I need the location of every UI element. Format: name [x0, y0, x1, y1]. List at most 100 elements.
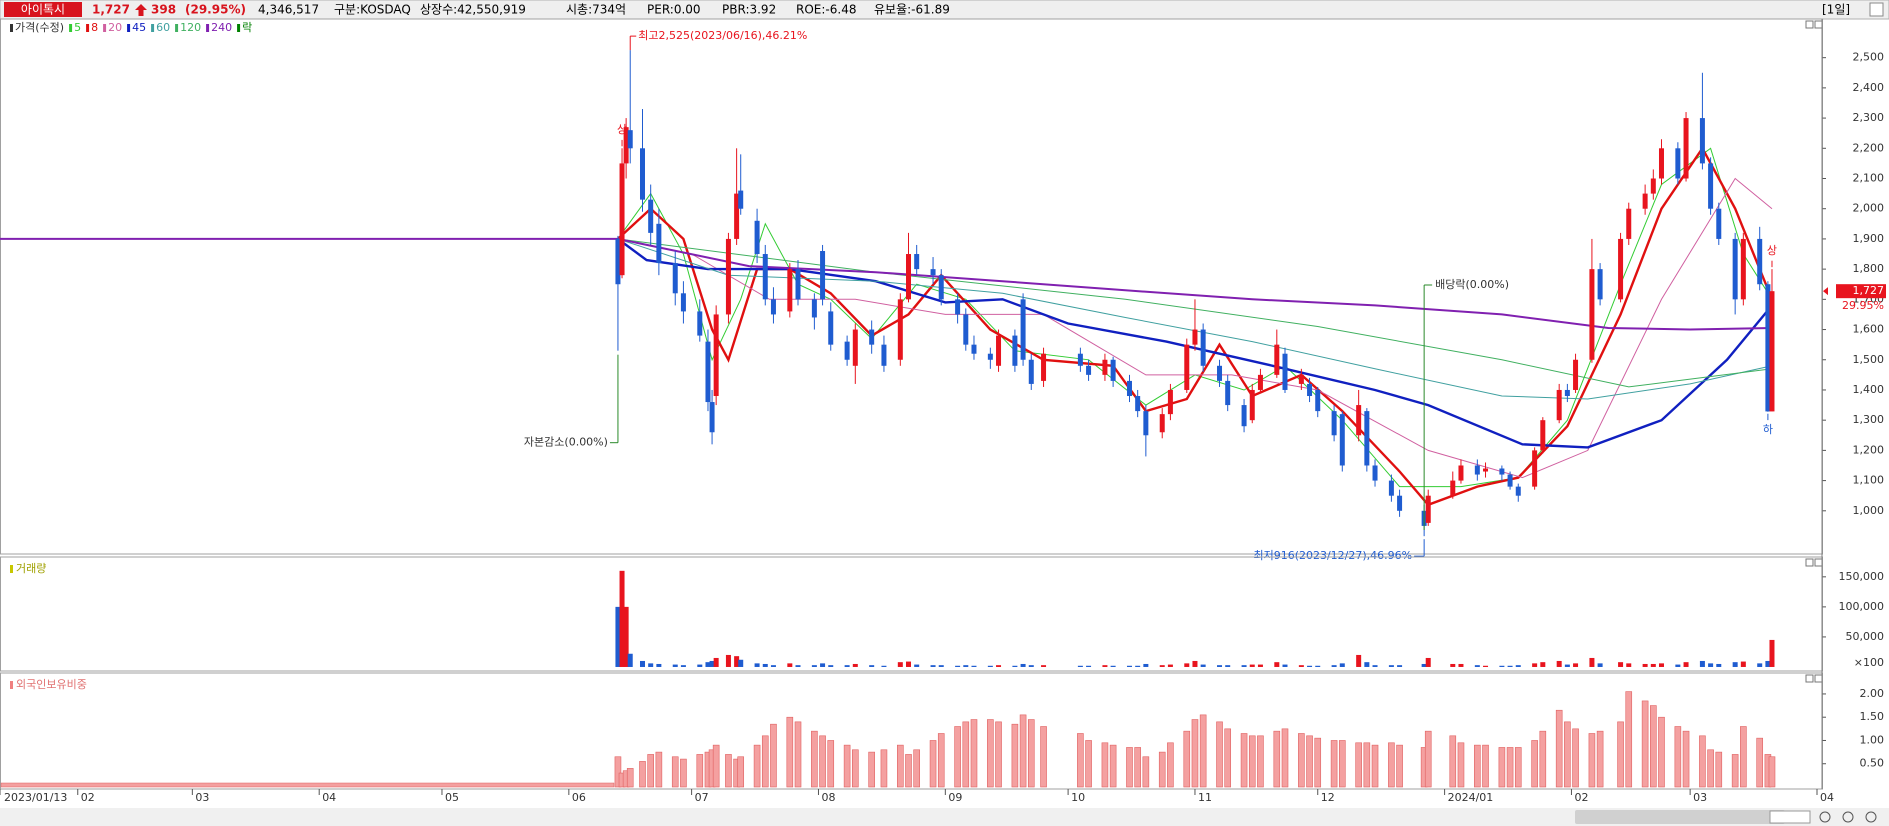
candle-body — [1041, 353, 1047, 381]
ratio-bar — [1142, 756, 1150, 788]
volume-bar — [738, 659, 744, 667]
candle-body — [1564, 389, 1570, 397]
panel-button — [1805, 674, 1814, 683]
ratio-bar — [811, 730, 818, 788]
ratio-bar — [1396, 744, 1403, 788]
candle-body — [1458, 465, 1464, 481]
period[interactable]: [1일] — [1822, 3, 1850, 17]
ratio-bar — [1126, 747, 1133, 788]
last-marker — [1823, 287, 1828, 296]
legend-swatch — [237, 24, 241, 32]
candle-body — [1298, 374, 1304, 384]
ratio-bar — [1768, 756, 1776, 788]
volume-bar — [1564, 664, 1570, 667]
candle-body — [1028, 359, 1034, 384]
ratio-bar — [1625, 691, 1633, 788]
ratio-bar — [913, 749, 920, 788]
window-button[interactable] — [1869, 2, 1884, 17]
ratio-bar — [929, 740, 937, 788]
legend-swatch — [151, 24, 155, 32]
ratio-bar — [1134, 747, 1141, 788]
ratio-bar — [794, 721, 802, 788]
candle-body — [1658, 148, 1664, 179]
market-cap: 시총:734억 — [566, 3, 626, 17]
volume-bar — [881, 665, 887, 667]
change-pct: (29.95%) — [185, 3, 246, 17]
candle-body — [1450, 480, 1456, 496]
x-tick-label: 10 — [1071, 791, 1085, 804]
ratio-bar — [725, 754, 732, 788]
volume-bar — [930, 665, 936, 667]
zoom-reset[interactable] — [1865, 811, 1877, 823]
volume-bar — [697, 664, 703, 667]
panel-button — [1805, 558, 1814, 567]
ratio-bar — [626, 768, 634, 788]
ratio-bar — [1257, 735, 1264, 788]
annotation: 상 — [1767, 244, 1777, 257]
candle-body — [1241, 405, 1247, 427]
candle-body — [1282, 353, 1288, 390]
ratio-bar — [1101, 742, 1109, 788]
volume-bar — [1356, 654, 1362, 667]
volume-bar — [869, 665, 875, 667]
volume-bar — [852, 663, 858, 667]
zoom-out[interactable] — [1819, 811, 1831, 823]
volume-bar — [1274, 662, 1280, 667]
zoom-in[interactable] — [1842, 811, 1854, 823]
candle-body — [1110, 359, 1116, 381]
candle-body — [1339, 414, 1345, 466]
zoom-slider[interactable] — [1769, 810, 1811, 824]
ratio-bar — [1363, 742, 1371, 788]
candle-body — [844, 341, 850, 360]
ratio-bar — [970, 719, 978, 788]
volume-bar — [1597, 663, 1603, 667]
y-tick-label: 1,400 — [1853, 383, 1885, 396]
volume-bar — [713, 657, 719, 667]
panel-button — [1805, 20, 1814, 29]
y-tick-label: 2,500 — [1853, 51, 1885, 64]
ratio-bar — [1027, 719, 1035, 788]
candle-body — [738, 190, 744, 209]
volume-bar — [820, 663, 826, 667]
candle-body — [1740, 238, 1746, 300]
ma-line — [617, 237, 1773, 449]
candle-body — [1757, 238, 1763, 285]
candle-body — [762, 254, 768, 300]
volume-bar — [914, 664, 920, 667]
x-tick-label: 03 — [195, 791, 209, 804]
volume-bar — [1200, 664, 1206, 667]
candle-body — [1483, 468, 1489, 472]
unit-label: ×100 — [1854, 656, 1884, 669]
stock-name[interactable]: 아이톡시 — [21, 3, 65, 17]
ratio-bar — [954, 726, 961, 788]
candle-body — [1249, 389, 1255, 421]
candle-body — [680, 293, 686, 312]
x-tick-label: 02 — [1574, 791, 1588, 804]
y-tick-label: 2,000 — [1853, 202, 1885, 215]
ratio-bar — [1588, 733, 1596, 788]
legend-title: 가격(수정) — [15, 21, 64, 34]
y-tick-label: 1,000 — [1853, 504, 1885, 517]
candle-body — [1626, 208, 1632, 239]
legend-item: 5 — [74, 21, 81, 34]
candle-body — [1388, 480, 1394, 496]
volume-bar — [1769, 639, 1775, 667]
volume-bar — [648, 663, 654, 667]
market: 구분:KOSDAQ — [334, 3, 411, 17]
ratio-bar — [1085, 740, 1092, 788]
volume-bar — [1307, 665, 1313, 667]
ratio-bar — [1498, 747, 1506, 788]
volume-bar — [1573, 663, 1579, 667]
scroll-thumb[interactable] — [1575, 810, 1785, 824]
legend-item: 45 — [132, 21, 146, 34]
volume-bar — [1217, 665, 1223, 667]
volume-bar — [1708, 663, 1714, 667]
volume-bar — [1626, 663, 1632, 667]
ratio-bar — [1474, 744, 1481, 788]
candle-body — [1217, 365, 1223, 381]
ratio-bar — [987, 719, 994, 788]
candle-body — [971, 344, 977, 354]
volume-bar — [1425, 657, 1431, 667]
volume-bar — [1126, 665, 1132, 667]
